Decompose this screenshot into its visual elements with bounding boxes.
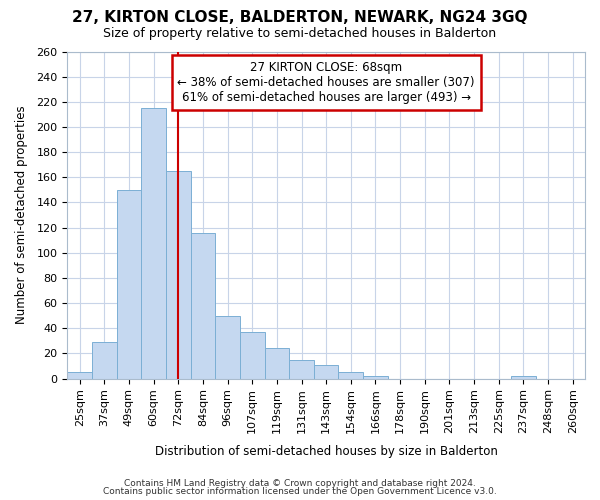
Text: 27 KIRTON CLOSE: 68sqm
← 38% of semi-detached houses are smaller (307)
61% of se: 27 KIRTON CLOSE: 68sqm ← 38% of semi-det… [178, 62, 475, 104]
Text: Size of property relative to semi-detached houses in Balderton: Size of property relative to semi-detach… [103, 28, 497, 40]
Bar [511, 376, 536, 378]
Bar [265, 348, 289, 378]
Bar [240, 332, 265, 378]
Bar [166, 171, 191, 378]
Bar [215, 316, 240, 378]
Text: Contains public sector information licensed under the Open Government Licence v3: Contains public sector information licen… [103, 487, 497, 496]
Bar [191, 232, 215, 378]
Text: Contains HM Land Registry data © Crown copyright and database right 2024.: Contains HM Land Registry data © Crown c… [124, 478, 476, 488]
Bar [314, 364, 338, 378]
Bar [67, 372, 92, 378]
Bar [92, 342, 116, 378]
Text: 27, KIRTON CLOSE, BALDERTON, NEWARK, NG24 3GQ: 27, KIRTON CLOSE, BALDERTON, NEWARK, NG2… [72, 10, 528, 25]
X-axis label: Distribution of semi-detached houses by size in Balderton: Distribution of semi-detached houses by … [155, 444, 497, 458]
Bar [289, 360, 314, 378]
Bar [363, 376, 388, 378]
Y-axis label: Number of semi-detached properties: Number of semi-detached properties [15, 106, 28, 324]
Bar [141, 108, 166, 378]
Bar [116, 190, 141, 378]
Bar [338, 372, 363, 378]
